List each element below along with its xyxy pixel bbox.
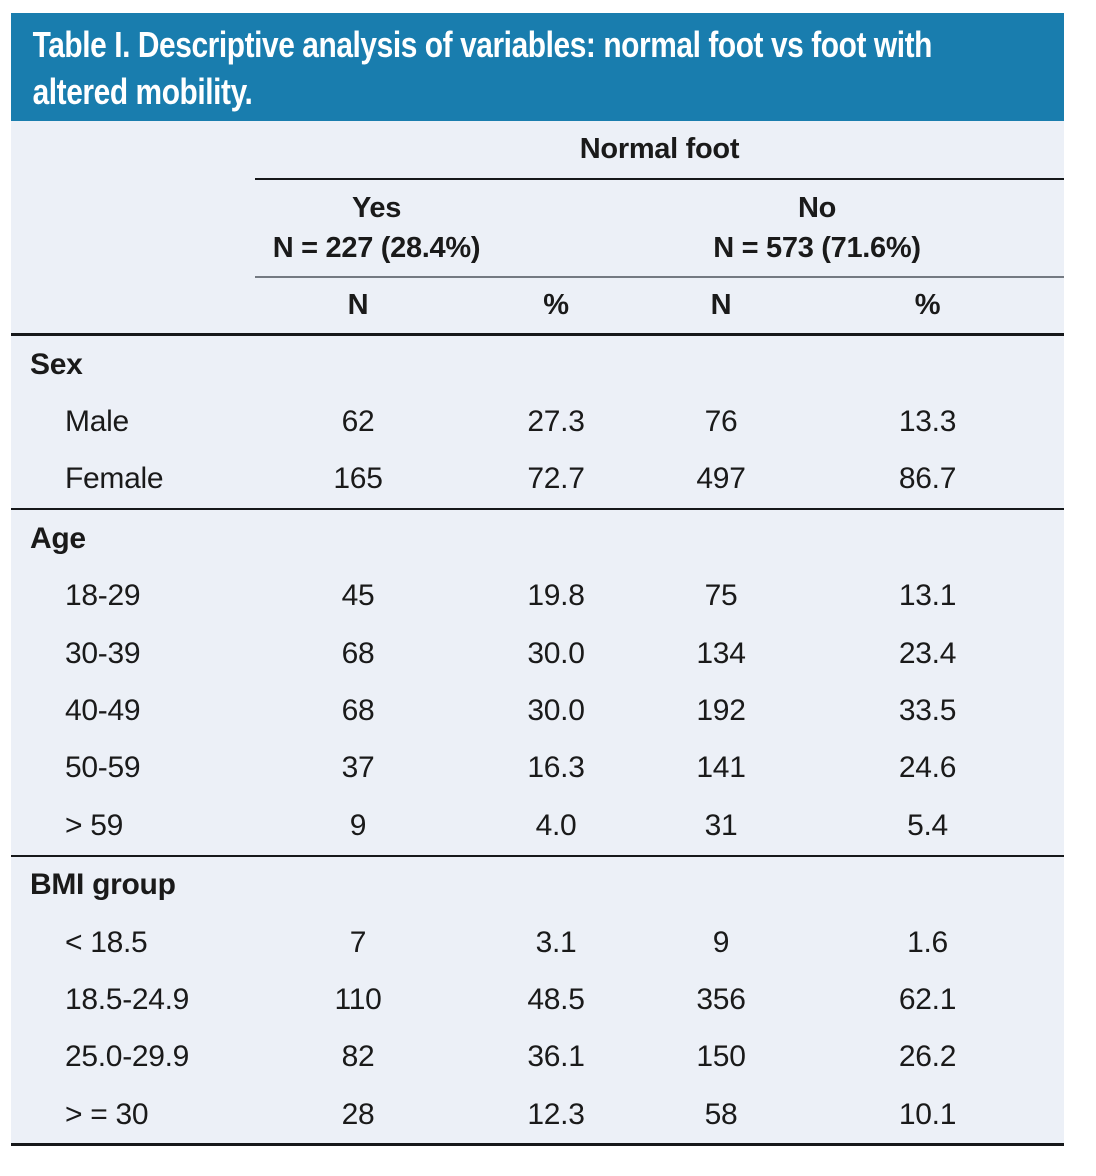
table-row: < 18.5 7 3.1 9 1.6	[11, 914, 1064, 971]
table-row: 18-29 45 19.8 75 13.1	[11, 568, 1064, 625]
table-section: Sex Male 62 27.3 76 13.3 Female 165 72.7 497 86.7	[11, 336, 1064, 508]
table-body: Sex Male 62 27.3 76 13.3 Female 165 72.7 497 86.7 A…	[11, 336, 1064, 1147]
value-cell: 12.3	[527, 1097, 585, 1131]
measure-header-n-no: N	[710, 289, 732, 321]
row-label: > 59	[65, 808, 124, 842]
value-cell: 16.3	[527, 751, 585, 785]
value-cell: 5.4	[907, 808, 948, 842]
value-cell: 27.3	[527, 405, 585, 439]
value-cell: 150	[696, 1040, 746, 1074]
value-cell: 37	[341, 751, 375, 785]
value-cell: 36.1	[527, 1040, 585, 1074]
value-cell: 7	[349, 925, 367, 959]
value-cell: 72.7	[527, 462, 585, 496]
value-cell: 13.1	[898, 579, 957, 613]
value-cell: 134	[696, 636, 746, 670]
value-cell: 31	[704, 808, 738, 842]
value-cell: 141	[696, 751, 746, 785]
row-label: 40-49	[65, 694, 141, 728]
value-cell: 30.0	[527, 694, 585, 728]
section-header-row: Age	[11, 510, 1064, 567]
value-cell: 110	[334, 982, 382, 1016]
table-row: 50-59 37 16.3 141 24.6	[11, 740, 1064, 797]
measure-header-n-yes: N	[347, 289, 369, 321]
no-count: N = 573 (71.6%)	[713, 232, 921, 264]
value-cell: 165	[333, 462, 383, 496]
value-cell: 62	[341, 405, 375, 439]
column-group-yes: Yes N = 227 (28.4%)	[179, 180, 574, 276]
row-label: < 18.5	[65, 925, 148, 959]
value-cell: 68	[341, 636, 375, 670]
value-cell: 3.1	[535, 925, 577, 959]
value-cell: 82	[341, 1040, 375, 1074]
row-label: Male	[65, 405, 129, 439]
section-header-row: BMI group	[11, 857, 1064, 914]
measure-header-pct-no: %	[914, 289, 941, 321]
value-cell: 1.6	[907, 925, 948, 959]
value-cell: 48.5	[527, 982, 585, 1016]
value-cell: 75	[704, 579, 738, 613]
table-row: 30-39 68 30.0 134 23.4	[11, 625, 1064, 682]
value-cell: 26.2	[898, 1040, 957, 1074]
value-cell: 13.3	[898, 405, 957, 439]
row-label: 18.5-24.9	[65, 982, 190, 1016]
measure-header-pct-yes: %	[543, 289, 569, 321]
value-cell: 28	[341, 1097, 375, 1131]
table-row: > = 30 28 12.3 58 10.1	[11, 1086, 1064, 1143]
table-row: Male 62 27.3 76 13.3	[11, 393, 1064, 450]
value-cell: 356	[696, 982, 746, 1016]
section-header-label: Sex	[30, 347, 83, 381]
no-label: No	[797, 192, 837, 224]
table-row: Female 165 72.7 497 86.7	[11, 451, 1064, 508]
group-header-label: Normal foot	[579, 133, 740, 165]
row-label: > = 30	[65, 1097, 149, 1131]
descriptive-table: Normal foot Yes N = 227 (28.4%) No N = 5…	[11, 121, 1064, 1147]
row-label: 30-39	[65, 636, 141, 670]
value-cell: 62.1	[898, 982, 957, 1016]
value-cell: 33.5	[898, 694, 957, 728]
table-section: BMI group < 18.5 7 3.1 9 1.6 18.5-24.9 110 48.5 3…	[11, 854, 1064, 1144]
value-cell: 192	[696, 694, 746, 728]
row-label: 25.0-29.9	[65, 1040, 190, 1074]
section-header-row: Sex	[11, 336, 1064, 393]
value-cell: 10.1	[898, 1097, 957, 1131]
yes-no-header-row: Yes N = 227 (28.4%) No N = 573 (71.6%)	[11, 180, 1064, 276]
value-cell: 23.4	[898, 636, 957, 670]
yes-count: N = 227 (28.4%)	[272, 232, 481, 264]
value-cell: 4.0	[535, 808, 577, 842]
value-cell: 19.8	[527, 579, 585, 613]
value-cell: 58	[704, 1097, 738, 1131]
group-header-row: Normal foot	[11, 121, 1064, 178]
table-row: 18.5-24.9 110 48.5 356 62.1	[11, 971, 1064, 1028]
table-section: Age 18-29 45 19.8 75 13.1 30-39 68 30.0 134 23.4 40…	[11, 508, 1064, 854]
table-row: 40-49 68 30.0 192 33.5	[11, 682, 1064, 739]
value-cell: 9	[349, 808, 367, 842]
table-row: > 59 9 4.0 31 5.4	[11, 797, 1064, 854]
table-row: 25.0-29.9 82 36.1 150 26.2	[11, 1029, 1064, 1086]
value-cell: 45	[341, 579, 375, 613]
value-cell: 68	[341, 694, 375, 728]
header-rule-middle	[255, 276, 1064, 278]
value-cell: 9	[712, 925, 730, 959]
section-header-label: BMI group	[30, 868, 176, 902]
table-title-banner: Table I. Descriptive analysis of variabl…	[11, 13, 1064, 121]
table-header: Normal foot Yes N = 227 (28.4%) No N = 5…	[11, 121, 1064, 336]
yes-label: Yes	[351, 192, 402, 224]
value-cell: 24.6	[898, 751, 957, 785]
column-group-no: No N = 573 (71.6%)	[610, 180, 1024, 276]
value-cell: 497	[696, 462, 746, 496]
table-title: Table I. Descriptive analysis of variabl…	[32, 24, 933, 112]
row-label: Female	[65, 462, 164, 496]
row-label: 18-29	[65, 579, 141, 613]
section-header-label: Age	[30, 521, 86, 555]
value-cell: 86.7	[898, 462, 957, 496]
value-cell: 76	[704, 405, 738, 439]
measure-header-row: N % N %	[11, 278, 1064, 333]
row-label: 50-59	[65, 751, 141, 785]
header-rule-top	[255, 178, 1064, 180]
value-cell: 30.0	[527, 636, 585, 670]
